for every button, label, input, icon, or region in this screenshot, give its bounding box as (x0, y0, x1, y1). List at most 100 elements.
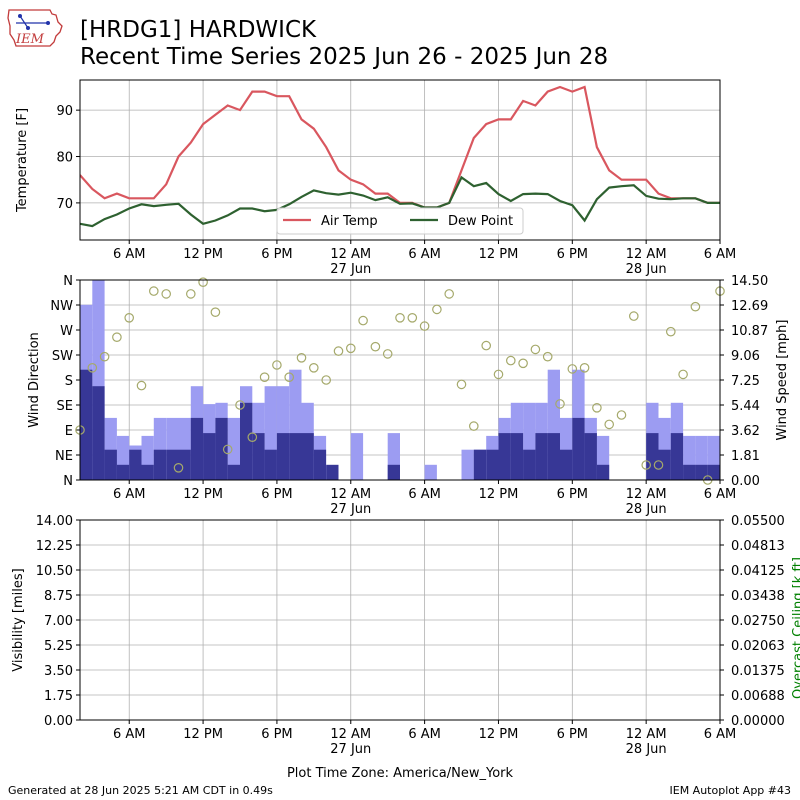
vis-ytick-label: 1.75 (44, 689, 73, 704)
wind-speed-tick-label: 5.44 (731, 399, 760, 414)
vis-xtick-label: 6 AM (408, 727, 441, 742)
wind-xtick-label: 12 AM (626, 487, 667, 502)
vis-xtick-label: 12 AM (626, 727, 667, 742)
temp-xtick-label: 6 AM (408, 247, 441, 262)
direction-point (555, 399, 565, 409)
vis-ytick-label: 5.25 (44, 639, 73, 654)
wind-dir-tick-label: NE (55, 449, 73, 464)
speed-bar (596, 464, 610, 480)
wind-xtick-label: 12 PM (479, 487, 519, 502)
direction-point (641, 460, 651, 470)
speed-bar (190, 417, 204, 480)
direction-point (333, 346, 344, 356)
wind-speed-tick-label: 12.69 (731, 299, 768, 314)
direction-point (345, 343, 356, 354)
direction-point (321, 375, 331, 385)
gust-bar (227, 417, 240, 480)
speed-bar (166, 449, 179, 480)
speed-bar (326, 464, 339, 480)
speed-bar (523, 449, 536, 480)
vis-xtick-label: 6 PM (557, 727, 588, 742)
speed-bar (695, 464, 708, 480)
wind-dir-tick-label: E (65, 424, 73, 439)
direction-point (308, 362, 319, 373)
vis-xtick-label: 6 AM (704, 727, 737, 742)
wind-dir-tick-label: SE (57, 399, 73, 414)
direction-point (444, 289, 454, 299)
ceiling-tick-label: 0.05500 (731, 514, 785, 529)
speed-bar (104, 449, 117, 480)
direction-point (222, 444, 233, 455)
temp-xtick-label: 6 PM (557, 247, 588, 262)
temp-ytick-label: 80 (56, 151, 73, 166)
direction-point (542, 351, 553, 362)
direction-point (690, 301, 701, 312)
wind-speed-tick-label: 1.81 (731, 449, 760, 464)
direction-point (395, 312, 405, 323)
speed-bar (646, 433, 659, 480)
direction-point (518, 358, 528, 369)
direction-point (653, 460, 664, 470)
wind-xtick-label: 6 PM (261, 487, 292, 502)
vis-ytick-label: 0.00 (44, 714, 73, 729)
direction-point (210, 307, 221, 317)
direction-point (419, 321, 430, 331)
direction-point (87, 362, 98, 373)
wind-speed-tick-label: 9.06 (731, 349, 760, 364)
wind-xtick-date-label: 28 Jun (626, 502, 667, 517)
direction-point (678, 369, 688, 380)
direction-point (247, 432, 258, 442)
wind-xtick-label: 6 PM (557, 487, 588, 502)
wind-xtick-label: 6 AM (408, 487, 441, 502)
wind-frame (79, 279, 721, 481)
ceiling-tick-label: 0.04125 (731, 564, 785, 579)
temp-frame (79, 79, 721, 241)
speed-bar (387, 464, 400, 480)
speed-bar (178, 449, 191, 480)
legend-air-temp-label: Air Temp (321, 214, 378, 229)
direction-point (149, 286, 159, 296)
generated-footer: Generated at 28 Jun 2025 5:21 AM CDT in … (8, 784, 273, 797)
speed-bar (670, 433, 684, 480)
speed-bar (252, 433, 265, 480)
direction-point (198, 277, 208, 287)
legend-dew-point-label: Dew Point (448, 214, 513, 229)
speed-bar (498, 433, 511, 480)
vis-ytick-label: 8.75 (44, 589, 73, 604)
vis-frame (79, 519, 721, 721)
speed-bar (240, 402, 253, 480)
vis-xtick-date-label: 28 Jun (626, 742, 667, 757)
wind-dir-tick-label: NW (50, 299, 73, 314)
direction-point (481, 340, 491, 351)
speed-bar (215, 417, 228, 480)
visibility-ylabel: Visibility [miles] (11, 568, 26, 671)
wind-xtick-label: 6 AM (113, 487, 146, 502)
wind-direction-ylabel: Wind Direction (27, 332, 42, 428)
wind-dir-tick-label: S (65, 374, 73, 389)
wind-speed-tick-label: 14.50 (731, 274, 768, 289)
chart-title-line1: [HRDG1] HARDWICK (80, 17, 317, 43)
wind-dir-tick-label: SW (52, 349, 73, 364)
direction-point (616, 410, 627, 420)
direction-point (592, 402, 602, 413)
temp-legend (276, 207, 524, 235)
direction-point (99, 351, 110, 362)
app-footer: IEM Autoplot App #43 (669, 784, 792, 797)
ceiling-tick-label: 0.00688 (731, 689, 785, 704)
direction-point (136, 380, 147, 391)
iem-logo: IEM (7, 9, 63, 47)
wind-xtick-label: 6 AM (704, 487, 737, 502)
temp-xtick-label: 6 PM (261, 247, 292, 262)
speed-bar (129, 449, 142, 480)
vis-ytick-label: 7.00 (44, 614, 73, 629)
direction-point (370, 341, 381, 352)
gust-bar (350, 433, 364, 480)
direction-point (456, 379, 467, 390)
direction-point (628, 311, 639, 321)
direction-point (665, 326, 676, 337)
vis-ytick-label: 12.25 (36, 539, 73, 554)
gust-bar (424, 464, 437, 480)
speed-bar (473, 449, 487, 480)
direction-point (407, 312, 418, 323)
